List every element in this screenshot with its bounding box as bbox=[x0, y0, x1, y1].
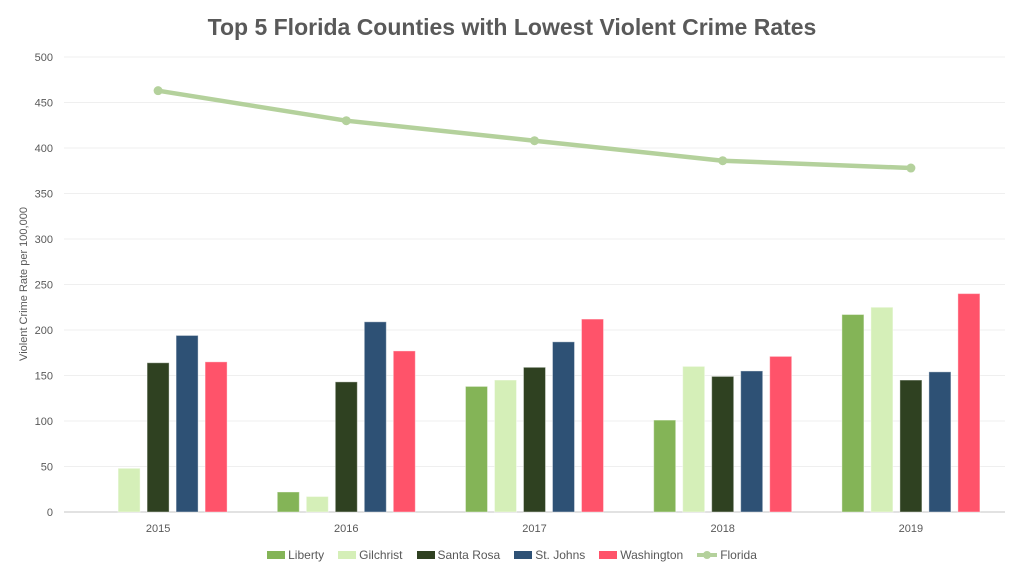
y-tick-label: 200 bbox=[35, 325, 53, 337]
legend-label: Washington bbox=[620, 548, 684, 562]
bar-washington-2016 bbox=[392, 350, 416, 513]
bar-st-johns-2017 bbox=[552, 341, 575, 513]
point-florida-2016 bbox=[341, 116, 351, 126]
bar-washington-2017 bbox=[581, 318, 604, 513]
bar-gilchrist-2015 bbox=[117, 467, 141, 513]
bar-liberty-2016 bbox=[276, 491, 300, 513]
legend-swatch bbox=[697, 551, 718, 559]
point-florida-2018 bbox=[718, 156, 728, 166]
legend-item-st-johns: St. Johns bbox=[514, 548, 585, 562]
y-tick-label: 250 bbox=[35, 280, 53, 292]
legend-label: Santa Rosa bbox=[437, 548, 501, 562]
y-tick-label: 100 bbox=[35, 416, 53, 428]
legend-label: St. Johns bbox=[535, 548, 586, 562]
bars bbox=[117, 293, 981, 513]
bar-st-johns-2018 bbox=[740, 370, 764, 513]
bar-santa-rosa-2017 bbox=[523, 366, 546, 513]
y-tick-label: 50 bbox=[41, 462, 53, 474]
x-tick-label: 2017 bbox=[522, 523, 546, 535]
legend-swatch bbox=[416, 551, 435, 559]
bar-st-johns-2016 bbox=[363, 321, 387, 513]
y-tick-label: 300 bbox=[35, 234, 53, 246]
bar-st-johns-2015 bbox=[175, 334, 199, 513]
legend-swatch bbox=[338, 551, 357, 559]
chart-title: Top 5 Florida Counties with Lowest Viole… bbox=[207, 14, 817, 40]
point-florida-2015 bbox=[153, 86, 163, 96]
x-tick-label: 2018 bbox=[710, 523, 734, 535]
x-axis-ticks: 2015 2016 2017 2018 2019 bbox=[146, 523, 923, 535]
legend-item-florida: Florida bbox=[697, 548, 757, 562]
bar-gilchrist-2016 bbox=[305, 496, 329, 513]
legend-item-liberty: Liberty bbox=[267, 548, 324, 562]
y-tick-label: 0 bbox=[47, 507, 53, 519]
bar-santa-rosa-2018 bbox=[711, 375, 735, 513]
y-tick-label: 400 bbox=[35, 143, 53, 155]
bar-santa-rosa-2015 bbox=[146, 362, 170, 513]
legend-item-gilchrist: Gilchrist bbox=[338, 548, 403, 562]
bar-washington-2015 bbox=[204, 361, 228, 513]
florida-line bbox=[153, 86, 916, 173]
legend-swatch bbox=[599, 551, 618, 559]
bar-st-johns-2019 bbox=[928, 371, 952, 513]
legend-item-santa-rosa: Santa Rosa bbox=[416, 548, 501, 562]
y-tick-label: 350 bbox=[35, 189, 53, 201]
legend-label: Florida bbox=[720, 548, 757, 562]
y-axis-label: Violent Crime Rate per 100,000 bbox=[18, 207, 30, 361]
bar-gilchrist-2018 bbox=[682, 365, 706, 513]
legend: Liberty Gilchrist Santa Rosa St. Johns Washi… bbox=[0, 548, 1024, 562]
x-tick-label: 2019 bbox=[899, 523, 923, 535]
legend-swatch bbox=[267, 551, 286, 559]
legend-swatch bbox=[514, 551, 533, 559]
bar-santa-rosa-2019 bbox=[899, 379, 923, 513]
bar-liberty-2018 bbox=[653, 419, 677, 513]
legend-label: Liberty bbox=[288, 548, 325, 562]
point-florida-2017 bbox=[530, 136, 539, 146]
bar-santa-rosa-2016 bbox=[334, 381, 358, 513]
x-tick-label: 2016 bbox=[334, 523, 358, 535]
bar-liberty-2017 bbox=[465, 385, 488, 513]
bar-gilchrist-2017 bbox=[494, 379, 517, 513]
bar-washington-2018 bbox=[769, 355, 793, 513]
bar-washington-2019 bbox=[957, 293, 981, 513]
y-tick-label: 150 bbox=[35, 371, 53, 383]
legend-label: Gilchrist bbox=[359, 548, 403, 562]
bar-gilchrist-2019 bbox=[870, 306, 894, 513]
y-axis-ticks: 0 50 100 150 200 250 300 350 400 450 500 bbox=[35, 52, 53, 519]
point-florida-2019 bbox=[906, 163, 916, 173]
legend-item-washington: Washington bbox=[599, 548, 683, 562]
x-tick-label: 2015 bbox=[146, 523, 170, 535]
y-tick-label: 500 bbox=[35, 52, 53, 64]
y-tick-label: 450 bbox=[35, 98, 53, 110]
bar-liberty-2019 bbox=[841, 314, 865, 513]
